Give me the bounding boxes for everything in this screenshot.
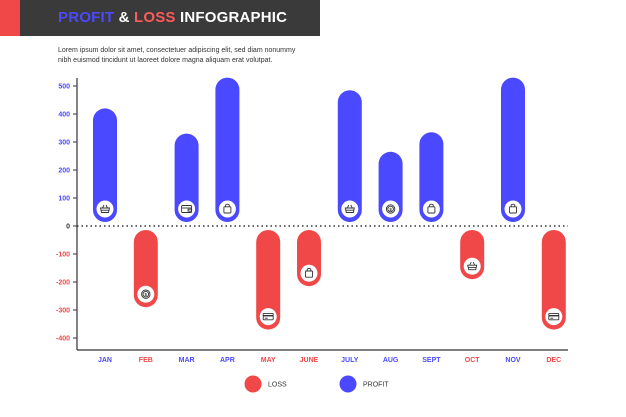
bar-group-may <box>256 230 281 330</box>
bar-group-july <box>337 90 362 222</box>
page-subtitle: Lorem ipsum dolor sit amet, consectetuer… <box>58 47 296 64</box>
title-word-loss: LOSS <box>133 9 176 26</box>
legend-swatch <box>339 375 357 393</box>
bar-group-aug: $ <box>378 151 403 222</box>
bar-group-oct <box>460 230 485 280</box>
legend-swatch <box>244 375 262 393</box>
legend-label: PROFIT <box>363 382 389 389</box>
bar-feb <box>133 230 158 308</box>
x-tick-label: AUG <box>383 357 399 364</box>
bar-mar <box>174 133 199 222</box>
y-tick-label: -300 <box>56 308 70 315</box>
x-tick-label: DEC <box>546 357 561 364</box>
bag-icon <box>218 200 236 218</box>
bar-may <box>256 230 281 330</box>
x-tick-label: SEPT <box>422 357 441 364</box>
legend-label: LOSS <box>268 382 287 389</box>
bag-icon <box>504 200 522 218</box>
bar-group-mar <box>174 133 199 222</box>
svg-text:$: $ <box>145 292 148 297</box>
basket-icon <box>341 200 359 218</box>
bar-apr <box>215 77 240 222</box>
x-tick-label: OCT <box>465 357 481 364</box>
bar-sept <box>419 132 444 222</box>
legend-item-profit: PROFIT <box>339 375 389 393</box>
bar-dec <box>541 230 566 330</box>
bar-group-dec <box>541 230 566 330</box>
title-word-infographic: INFOGRAPHIC <box>175 9 288 26</box>
basket-icon <box>463 257 481 275</box>
bar-jan <box>93 108 117 222</box>
title-banner <box>0 0 320 36</box>
bar-group-jan <box>93 108 117 222</box>
y-tick-label: 100 <box>58 196 70 203</box>
x-tick-label: FEB <box>139 357 153 364</box>
y-tick-label: 200 <box>58 168 70 175</box>
card-icon <box>545 308 563 326</box>
bag-icon <box>422 200 440 218</box>
x-tick-label: MAR <box>179 357 195 364</box>
y-tick-label: 400 <box>58 112 70 119</box>
y-tick-label: 0 <box>66 224 70 231</box>
x-tick-label: NOV <box>505 357 521 364</box>
x-tick-label: JAN <box>98 357 112 364</box>
y-tick-label: -200 <box>56 280 70 287</box>
bag-icon <box>300 264 318 282</box>
bar-group-nov <box>501 77 525 222</box>
x-tick-label: APR <box>220 357 235 364</box>
bar-group-june <box>297 230 321 287</box>
coin-icon: $ <box>137 285 155 303</box>
bar-group-apr <box>215 77 240 222</box>
y-tick-label: -100 <box>56 252 70 259</box>
basket-icon <box>96 200 114 218</box>
title-banner-accent <box>0 0 20 36</box>
title-word-and: & <box>114 9 134 26</box>
y-tick-label: 300 <box>58 140 70 147</box>
x-tick-label: JUNE <box>300 357 319 364</box>
x-tick-label: MAY <box>261 357 276 364</box>
title-word-profit: PROFIT <box>58 9 115 26</box>
legend-item-loss: LOSS <box>244 375 287 393</box>
bar-july <box>337 90 362 222</box>
wallet-icon <box>178 200 196 218</box>
bar-nov <box>501 77 525 222</box>
x-tick-label: JULY <box>341 357 359 364</box>
coin-icon: $ <box>382 200 400 218</box>
bar-group-sept <box>419 132 444 222</box>
y-tick-label: 500 <box>58 84 70 91</box>
card-icon <box>259 308 277 326</box>
svg-text:$: $ <box>389 207 392 212</box>
page-title: PROFIT & LOSS INFOGRAPHIC <box>58 9 287 26</box>
y-tick-label: -400 <box>56 336 70 343</box>
bar-group-feb: $ <box>133 230 158 308</box>
